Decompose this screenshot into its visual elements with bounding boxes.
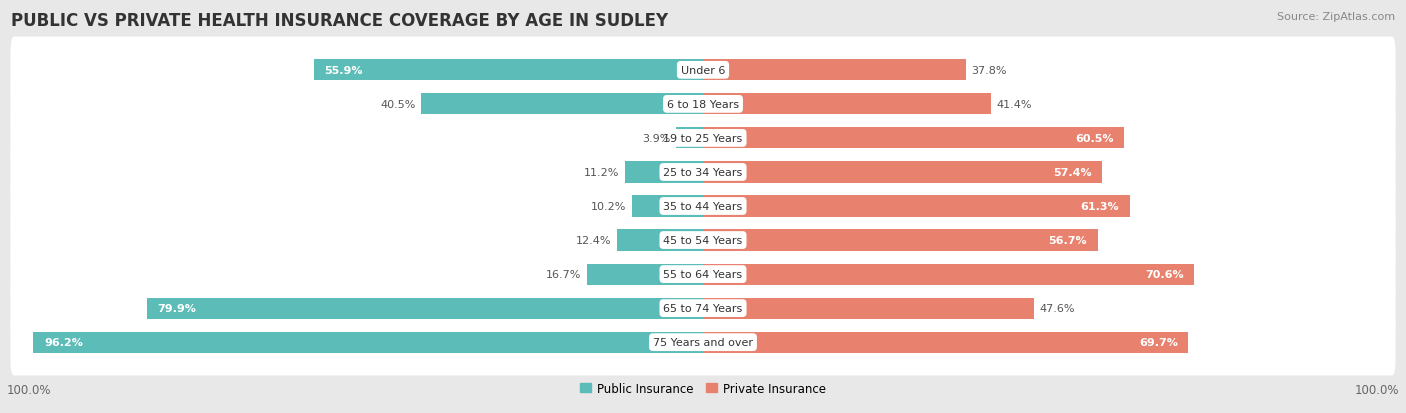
Text: Under 6: Under 6: [681, 66, 725, 76]
Bar: [703, 332, 1188, 353]
Text: 35 to 44 Years: 35 to 44 Years: [664, 202, 742, 211]
Bar: [703, 94, 991, 115]
Text: 40.5%: 40.5%: [380, 100, 416, 109]
Text: 10.2%: 10.2%: [591, 202, 627, 211]
Text: 100.0%: 100.0%: [1354, 383, 1399, 396]
Text: 25 to 34 Years: 25 to 34 Years: [664, 168, 742, 178]
Text: 47.6%: 47.6%: [1040, 304, 1076, 313]
FancyBboxPatch shape: [10, 309, 1396, 375]
Text: PUBLIC VS PRIVATE HEALTH INSURANCE COVERAGE BY AGE IN SUDLEY: PUBLIC VS PRIVATE HEALTH INSURANCE COVER…: [11, 12, 668, 30]
Text: 60.5%: 60.5%: [1076, 133, 1114, 144]
Text: 37.8%: 37.8%: [972, 66, 1007, 76]
Text: 12.4%: 12.4%: [575, 235, 612, 245]
Text: 11.2%: 11.2%: [583, 168, 620, 178]
Bar: [586, 264, 703, 285]
FancyBboxPatch shape: [10, 173, 1396, 240]
Text: 70.6%: 70.6%: [1146, 269, 1184, 280]
Bar: [34, 332, 703, 353]
Text: 65 to 74 Years: 65 to 74 Years: [664, 304, 742, 313]
Text: 96.2%: 96.2%: [44, 337, 83, 347]
FancyBboxPatch shape: [10, 71, 1396, 138]
Text: 100.0%: 100.0%: [7, 383, 52, 396]
Bar: [676, 128, 703, 149]
Bar: [146, 298, 703, 319]
Bar: [703, 230, 1098, 251]
Text: 45 to 54 Years: 45 to 54 Years: [664, 235, 742, 245]
Text: 3.9%: 3.9%: [643, 133, 671, 144]
Bar: [422, 94, 703, 115]
FancyBboxPatch shape: [10, 105, 1396, 172]
Text: 16.7%: 16.7%: [546, 269, 581, 280]
Text: 69.7%: 69.7%: [1139, 337, 1178, 347]
Text: 56.7%: 56.7%: [1049, 235, 1087, 245]
Legend: Public Insurance, Private Insurance: Public Insurance, Private Insurance: [575, 377, 831, 399]
Text: Source: ZipAtlas.com: Source: ZipAtlas.com: [1277, 12, 1395, 22]
Bar: [617, 230, 703, 251]
Bar: [703, 162, 1102, 183]
Text: 55 to 64 Years: 55 to 64 Years: [664, 269, 742, 280]
Text: 61.3%: 61.3%: [1081, 202, 1119, 211]
Text: 6 to 18 Years: 6 to 18 Years: [666, 100, 740, 109]
Bar: [626, 162, 703, 183]
Text: 79.9%: 79.9%: [157, 304, 197, 313]
Text: 19 to 25 Years: 19 to 25 Years: [664, 133, 742, 144]
FancyBboxPatch shape: [10, 275, 1396, 342]
Text: 75 Years and over: 75 Years and over: [652, 337, 754, 347]
FancyBboxPatch shape: [10, 207, 1396, 274]
FancyBboxPatch shape: [10, 38, 1396, 104]
Bar: [314, 60, 703, 81]
FancyBboxPatch shape: [10, 139, 1396, 206]
Bar: [703, 196, 1129, 217]
Bar: [703, 298, 1035, 319]
Text: 57.4%: 57.4%: [1053, 168, 1092, 178]
FancyBboxPatch shape: [10, 241, 1396, 308]
Bar: [703, 60, 966, 81]
Bar: [703, 128, 1123, 149]
Text: 55.9%: 55.9%: [325, 66, 363, 76]
Text: 41.4%: 41.4%: [997, 100, 1032, 109]
Bar: [633, 196, 703, 217]
Bar: [703, 264, 1194, 285]
